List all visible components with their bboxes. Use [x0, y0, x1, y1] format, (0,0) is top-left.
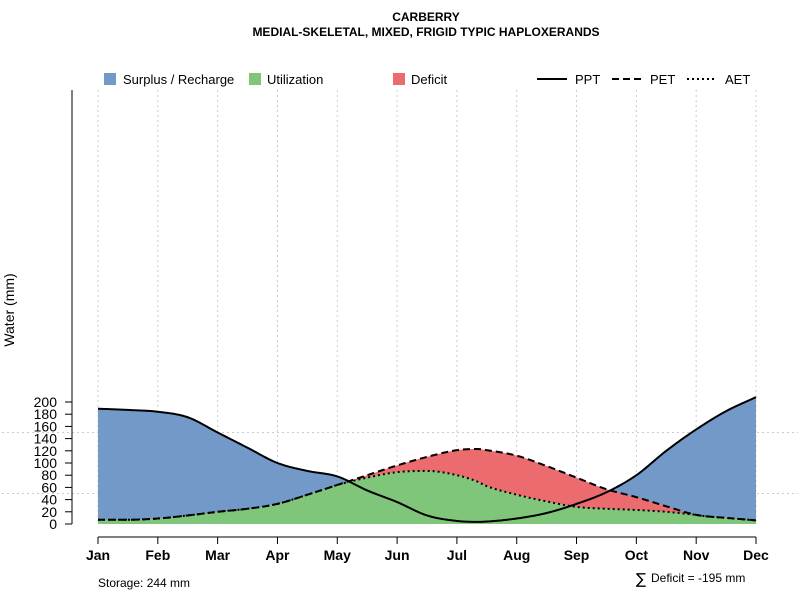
legend-label-aet: AET — [725, 72, 750, 87]
y-tick-label: 140 — [34, 431, 58, 447]
y-tick-label: 160 — [34, 418, 58, 434]
series-lines — [97, 396, 757, 523]
y-tick-label: 40 — [41, 492, 57, 508]
x-tick-label: Jan — [86, 547, 110, 563]
y-tick-label: 60 — [41, 479, 57, 495]
legend-label-surplus: Surplus / Recharge — [123, 72, 234, 87]
x-tick-label: Sep — [564, 547, 590, 563]
y-tick-label: 200 — [34, 394, 58, 410]
x-tick-label: Nov — [683, 547, 710, 563]
y-axis-label: Water (mm) — [1, 273, 17, 346]
x-tick-label: Jul — [447, 547, 467, 563]
x-tick-label: Jun — [385, 547, 410, 563]
deficit-area — [98, 448, 756, 521]
x-tick-label: Dec — [743, 547, 769, 563]
surplus-area — [98, 397, 756, 524]
legend-label-utilization: Utilization — [267, 72, 323, 87]
legend-swatch-utilization — [249, 73, 261, 85]
legend-label-deficit: Deficit — [411, 72, 448, 87]
chart-title: CARBERRY — [392, 10, 460, 24]
x-tick-label: Apr — [265, 547, 290, 563]
y-tick-label: 180 — [34, 406, 58, 422]
y-tick-label: 0 — [49, 516, 57, 532]
x-tick-label: Mar — [205, 547, 230, 563]
storage-annotation: Storage: 244 mm — [98, 576, 190, 590]
water-areas — [98, 397, 756, 524]
x-tick-label: Aug — [503, 547, 530, 563]
legend: Surplus / Recharge Utilization Deficit P… — [104, 72, 750, 87]
utilization-area — [98, 470, 756, 524]
legend-label-pet: PET — [650, 72, 675, 87]
legend-swatch-surplus — [104, 73, 116, 85]
legend-swatch-deficit — [393, 73, 405, 85]
chart-subtitle: MEDIAL-SKELETAL, MIXED, FRIGID TYPIC HAP… — [252, 25, 599, 39]
ppt-line — [97, 396, 757, 523]
x-tick-label: Oct — [625, 547, 649, 563]
x-tick-label: May — [324, 547, 351, 563]
y-tick-label: 20 — [41, 504, 57, 520]
y-tick-label: 120 — [34, 443, 58, 459]
y-tick-label: 100 — [34, 455, 58, 471]
deficit-sum-symbol: ∑ — [636, 570, 646, 588]
y-tick-label: 80 — [41, 467, 57, 483]
aet-line — [98, 469, 757, 522]
x-tick-label: Feb — [145, 547, 170, 563]
deficit-annotation: Deficit = -195 mm — [651, 571, 745, 585]
legend-label-ppt: PPT — [575, 72, 600, 87]
